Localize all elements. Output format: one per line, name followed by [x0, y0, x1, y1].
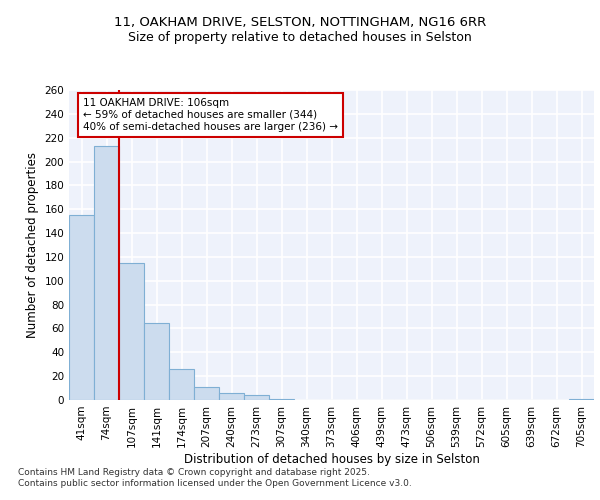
Y-axis label: Number of detached properties: Number of detached properties [26, 152, 39, 338]
Bar [169, 369, 194, 400]
Bar [219, 393, 244, 400]
Bar [94, 146, 119, 400]
Bar [194, 387, 219, 400]
Text: 11 OAKHAM DRIVE: 106sqm
← 59% of detached houses are smaller (344)
40% of semi-d: 11 OAKHAM DRIVE: 106sqm ← 59% of detache… [83, 98, 338, 132]
Text: 11, OAKHAM DRIVE, SELSTON, NOTTINGHAM, NG16 6RR: 11, OAKHAM DRIVE, SELSTON, NOTTINGHAM, N… [114, 16, 486, 29]
Text: Size of property relative to detached houses in Selston: Size of property relative to detached ho… [128, 31, 472, 44]
Text: Contains HM Land Registry data © Crown copyright and database right 2025.
Contai: Contains HM Land Registry data © Crown c… [18, 468, 412, 487]
Bar [144, 322, 169, 400]
Bar [69, 215, 94, 400]
Bar [244, 395, 269, 400]
Bar [569, 399, 594, 400]
Bar [119, 263, 144, 400]
Bar [269, 399, 294, 400]
X-axis label: Distribution of detached houses by size in Selston: Distribution of detached houses by size … [184, 452, 479, 466]
